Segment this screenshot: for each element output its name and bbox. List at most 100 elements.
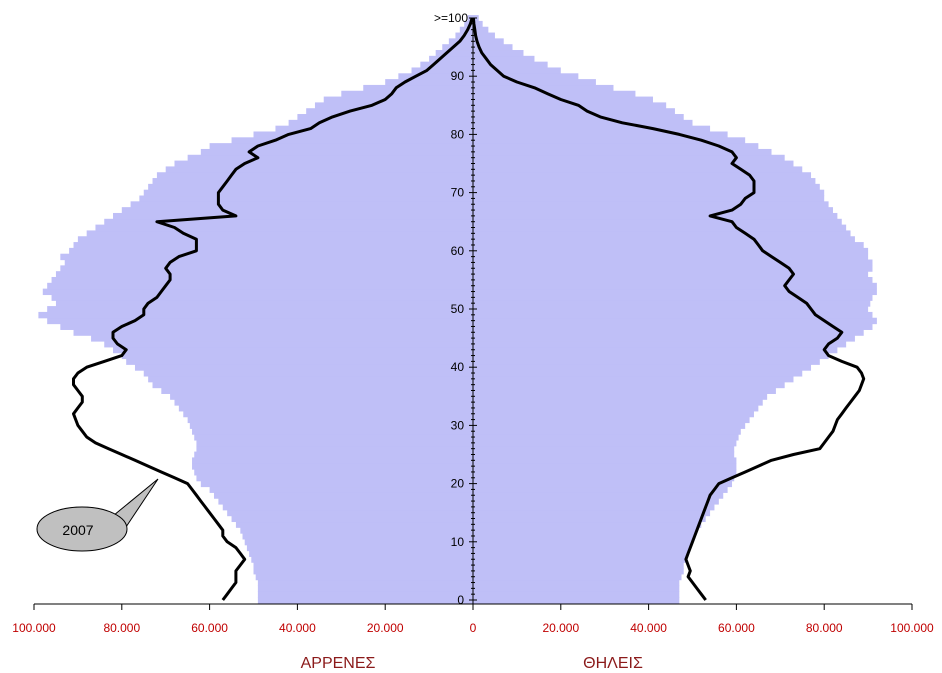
male-bar-age-86 bbox=[323, 96, 473, 103]
female-bar-age-39 bbox=[473, 370, 803, 377]
female-bar-age-98 bbox=[473, 26, 489, 34]
female-bar-age-51 bbox=[473, 300, 871, 307]
female-bar-age-89 bbox=[473, 79, 596, 86]
female-bar-age-97 bbox=[473, 32, 495, 39]
x-tick-label-4: 20.000 bbox=[367, 621, 404, 635]
female-bar-age-87 bbox=[473, 90, 636, 98]
male-bar-age-62 bbox=[77, 236, 474, 243]
male-bar-age-47 bbox=[60, 323, 474, 330]
y-tick-label-60: 60 bbox=[451, 244, 465, 258]
male-bar-age-73 bbox=[156, 172, 474, 179]
female-bar-age-7 bbox=[473, 556, 686, 563]
male-bar-age-9 bbox=[246, 544, 473, 552]
male-bar-age-13 bbox=[235, 521, 473, 528]
male-bar-age-37 bbox=[152, 381, 473, 389]
male-bar-age-57 bbox=[60, 265, 474, 272]
male-bar-age-24 bbox=[192, 457, 474, 464]
female-bar-age-22 bbox=[473, 469, 737, 476]
callout-bubble bbox=[36, 506, 128, 552]
female-bar-age-47 bbox=[473, 323, 873, 330]
male-bar-age-53 bbox=[42, 288, 473, 296]
male-bar-age-44 bbox=[104, 341, 474, 348]
female-bar-age-5 bbox=[473, 567, 684, 575]
female-bar-age-44 bbox=[473, 341, 847, 348]
male-bar-age-16 bbox=[222, 503, 473, 511]
female-bar-age-63 bbox=[473, 230, 851, 237]
male-bar-age-89 bbox=[385, 79, 473, 86]
male-bar-age-92 bbox=[420, 61, 473, 69]
male-bar-age-80 bbox=[253, 131, 473, 138]
male-bar-age-69 bbox=[139, 195, 474, 202]
year-callout: 2007 bbox=[36, 478, 159, 552]
female-bar-age-64 bbox=[473, 224, 847, 232]
female-bar-age-4 bbox=[473, 573, 682, 581]
y-tick-label-50: 50 bbox=[451, 302, 465, 316]
male-bar-age-46 bbox=[73, 329, 473, 336]
female-bar-age-28 bbox=[473, 434, 739, 441]
male-bar-age-77 bbox=[200, 148, 473, 156]
male-bar-age-14 bbox=[231, 515, 473, 523]
male-bar-age-85 bbox=[314, 102, 473, 109]
female-bar-age-61 bbox=[473, 242, 864, 249]
female-bar-age-23 bbox=[473, 463, 737, 470]
male-bar-age-5 bbox=[253, 567, 473, 575]
female-bar-age-35 bbox=[473, 393, 768, 400]
male-bar-age-50 bbox=[47, 306, 474, 313]
male-bar-age-71 bbox=[148, 183, 473, 191]
male-bar-age-76 bbox=[187, 154, 473, 162]
x-tick-label-1: 80.000 bbox=[103, 621, 140, 635]
female-line bbox=[471, 17, 866, 601]
female-bar-age-3 bbox=[473, 579, 680, 587]
female-bar-age-33 bbox=[473, 405, 759, 412]
male-bar-age-84 bbox=[306, 108, 473, 115]
female-bar-age-11 bbox=[473, 533, 695, 540]
male-bar-age-19 bbox=[209, 486, 473, 493]
x-tick-label-10: 100.000 bbox=[890, 621, 934, 635]
male-bar-age-56 bbox=[55, 271, 473, 278]
male-bar-age-58 bbox=[64, 259, 473, 266]
female-bar-age-94 bbox=[473, 50, 524, 57]
female-bar-age-67 bbox=[473, 207, 833, 214]
y-tick-label-30: 30 bbox=[451, 418, 465, 432]
female-bar-age-56 bbox=[473, 271, 869, 278]
male-bar-age-25 bbox=[194, 451, 474, 459]
female-bar-age-29 bbox=[473, 428, 741, 435]
male-bar-age-93 bbox=[429, 55, 473, 63]
female-bar-age-62 bbox=[473, 236, 855, 243]
male-bar-age-94 bbox=[435, 50, 473, 57]
x-tick-label-5: 0 bbox=[470, 621, 477, 635]
female-bar-age-66 bbox=[473, 212, 838, 220]
male-bar-age-6 bbox=[253, 562, 473, 569]
female-bar-age-58 bbox=[473, 259, 873, 266]
male-bar-age-87 bbox=[341, 90, 473, 98]
female-bar-age-27 bbox=[473, 439, 737, 447]
female-bar-age-6 bbox=[473, 562, 684, 569]
female-bar-age-96 bbox=[473, 38, 504, 45]
male-line bbox=[72, 17, 474, 601]
female-bar-age-85 bbox=[473, 102, 667, 109]
female-bar-age-52 bbox=[473, 294, 873, 301]
female-bar-age-88 bbox=[473, 84, 614, 92]
male-bar-age-65 bbox=[104, 218, 474, 226]
female-bar-age-20 bbox=[473, 480, 733, 488]
male-bar-age-72 bbox=[152, 178, 473, 185]
male-bar-age-20 bbox=[200, 480, 473, 488]
female-bar-age-19 bbox=[473, 486, 728, 493]
female-bar-age-32 bbox=[473, 410, 754, 418]
x-tick-label-9: 80.000 bbox=[806, 621, 843, 635]
y-tick-label-top: >=100 bbox=[434, 11, 468, 25]
male-bar-age-15 bbox=[227, 509, 473, 517]
male-bar-age-55 bbox=[51, 276, 474, 284]
y-tick-labels: 0 10 20 30 40 50 60 70 80 90 >=100 bbox=[434, 11, 468, 607]
female-bar-age-75 bbox=[473, 160, 794, 168]
male-bar-age-31 bbox=[187, 416, 473, 424]
female-bar-age-90 bbox=[473, 73, 579, 80]
female-bar-age-60 bbox=[473, 247, 869, 255]
female-bar-age-31 bbox=[473, 416, 750, 424]
male-bar-age-4 bbox=[255, 573, 473, 581]
female-bar-age-76 bbox=[473, 154, 785, 162]
male-bar-age-95 bbox=[442, 44, 473, 51]
male-bar-age-21 bbox=[196, 474, 473, 482]
female-bar-age-40 bbox=[473, 364, 812, 371]
